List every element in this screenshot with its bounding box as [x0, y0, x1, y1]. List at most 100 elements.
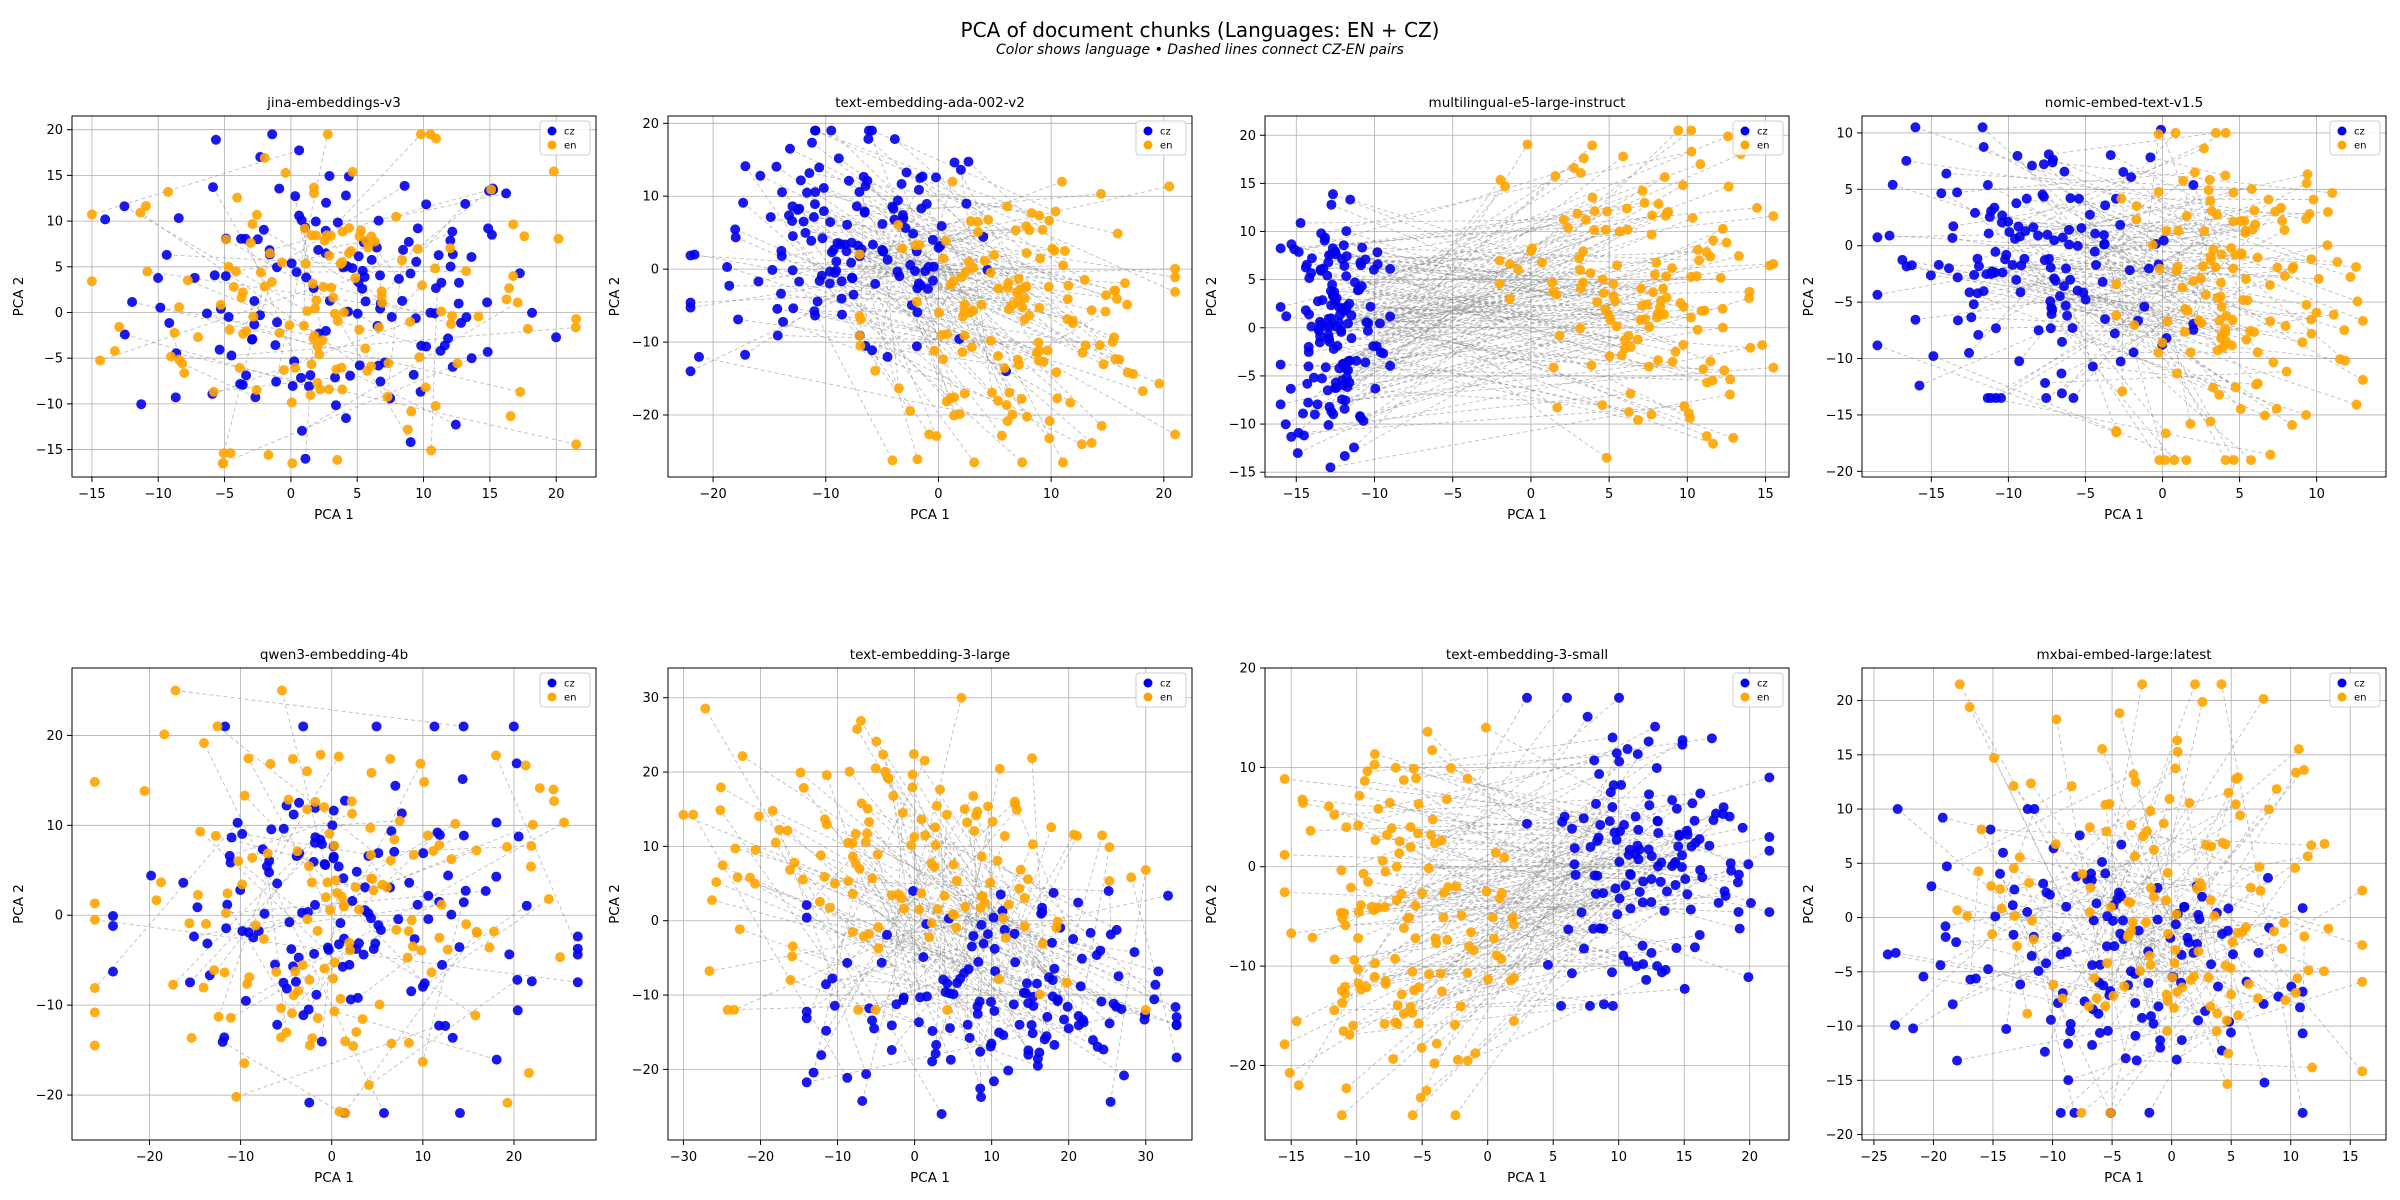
point-en	[2182, 305, 2193, 316]
point-en	[501, 294, 512, 305]
pair-line	[1485, 727, 1731, 864]
point-en	[2313, 273, 2324, 284]
point-en	[1363, 876, 1374, 887]
point-cz	[1638, 959, 1649, 970]
pair-line	[1493, 761, 1620, 939]
point-cz	[1670, 879, 1681, 890]
point-en	[973, 226, 984, 237]
pair-line	[2139, 907, 2303, 972]
point-en	[814, 896, 825, 907]
point-cz	[1047, 991, 1058, 1002]
point-en	[89, 983, 100, 994]
pair-line	[917, 258, 1041, 313]
pair-line	[2026, 198, 2242, 254]
pair-line	[836, 261, 1073, 322]
point-cz	[828, 244, 839, 255]
pair-line	[987, 806, 995, 1011]
point-en	[2279, 224, 2290, 235]
point-en	[2212, 292, 2223, 303]
plot-area	[1872, 122, 2368, 466]
point-en	[412, 243, 423, 254]
pair-line	[782, 321, 1050, 422]
subplot-1: −15 −10 −5 0 5 10 15 20−15−10−505101520jina-emb…	[11, 95, 597, 523]
point-cz	[776, 245, 787, 256]
point-en	[957, 347, 968, 358]
point-en	[985, 335, 996, 346]
pair-line	[819, 901, 1079, 1017]
point-en	[201, 918, 212, 929]
point-en	[2357, 374, 2368, 385]
point-en	[949, 910, 960, 921]
point-en	[1574, 253, 1585, 264]
point-en	[324, 828, 335, 839]
x-tick-label: −5	[1413, 1150, 1432, 1165]
point-cz	[1039, 1034, 1050, 1045]
point-en	[1017, 457, 1028, 468]
pair-line	[1341, 275, 1697, 333]
x-tick-label: 5	[1549, 1150, 1557, 1165]
point-en	[1678, 301, 1689, 312]
point-cz	[1987, 266, 1998, 277]
pair-line	[1374, 753, 1749, 865]
point-cz	[360, 882, 371, 893]
point-en	[1636, 283, 1647, 294]
point-en	[898, 903, 909, 914]
pair-line	[2102, 266, 2216, 283]
point-cz	[784, 143, 795, 154]
pair-line	[327, 904, 345, 948]
pair-line	[430, 255, 440, 451]
point-en	[245, 237, 256, 248]
point-en	[1652, 355, 1663, 366]
point-en	[1717, 322, 1728, 333]
pair-line	[934, 826, 1055, 970]
point-cz	[913, 184, 924, 195]
point-en	[1973, 866, 1984, 877]
point-en	[1096, 188, 1107, 199]
x-tick-label: 10	[2282, 1150, 2299, 1165]
y-tick-label: 20	[1239, 662, 1256, 677]
point-cz	[1611, 748, 1622, 759]
point-en	[1601, 452, 1612, 463]
point-en	[1622, 224, 1633, 235]
point-en	[1341, 1083, 1352, 1094]
pair-line	[1410, 826, 1604, 930]
point-en	[2212, 1008, 2223, 1019]
pair-line	[1434, 842, 1696, 844]
point-cz	[508, 721, 519, 732]
point-cz	[2094, 1027, 2105, 1038]
pair-line	[1057, 835, 1103, 1002]
point-cz	[1303, 347, 1314, 358]
point-cz	[2139, 301, 2150, 312]
point-cz	[1591, 798, 1602, 809]
point-en	[914, 904, 925, 915]
pair-line	[861, 697, 962, 1102]
point-en	[2153, 129, 2164, 140]
pair-line	[99, 287, 314, 361]
point-en	[2172, 746, 2183, 757]
point-en	[192, 889, 203, 900]
point-cz	[1331, 382, 1342, 393]
point-cz	[309, 948, 320, 959]
point-en	[1745, 342, 1756, 353]
point-en	[2301, 409, 2312, 420]
point-cz	[2026, 950, 2037, 961]
point-cz	[1298, 430, 1309, 441]
point-en	[2252, 347, 2263, 358]
point-cz	[2042, 229, 2053, 240]
point-en	[1575, 264, 1586, 275]
point-cz	[966, 941, 977, 952]
pair-line	[2109, 803, 2232, 1033]
point-en	[2008, 863, 2019, 874]
point-cz	[572, 949, 583, 960]
point-cz	[2102, 1025, 2113, 1036]
legend-label-cz: cz	[1757, 679, 1768, 690]
pair-line	[966, 822, 996, 972]
point-en	[304, 861, 315, 872]
pair-line	[2094, 251, 2242, 410]
pair-line	[212, 186, 262, 273]
point-cz	[108, 911, 119, 922]
x-tick-label: −10	[1995, 487, 2022, 502]
pair-line	[2172, 778, 2237, 978]
pair-line	[1005, 937, 1176, 1008]
pair-line	[2081, 1010, 2206, 1114]
